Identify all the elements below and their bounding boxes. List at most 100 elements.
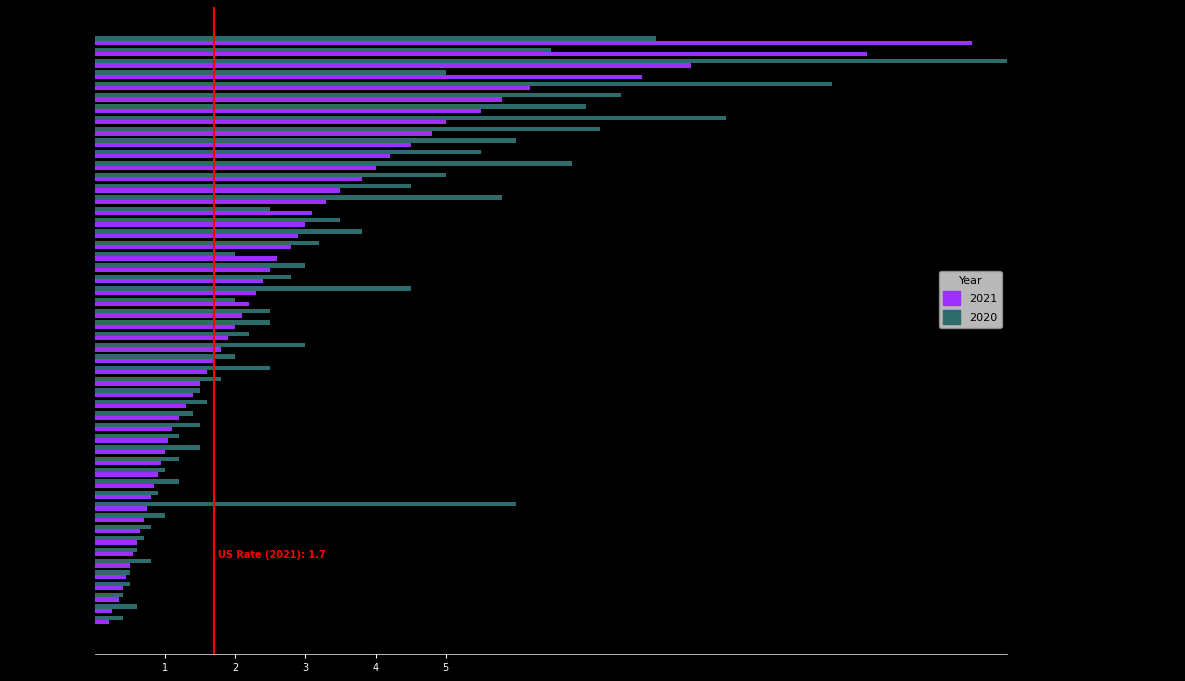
Bar [95,302,249,306]
Bar [95,188,340,193]
Bar [95,229,361,234]
Bar [95,593,123,597]
Bar [95,268,270,272]
Bar [95,604,137,609]
Bar [95,116,726,120]
Bar [95,354,235,359]
Bar [95,473,158,477]
Bar [95,332,249,336]
Bar [95,343,306,347]
Bar [95,529,141,533]
Bar [95,241,320,245]
Bar [95,252,235,257]
Bar [95,620,109,624]
Text: US Rate (2021): 1.7: US Rate (2021): 1.7 [218,550,325,560]
Bar [95,609,113,613]
Bar [95,616,123,620]
Bar [95,422,200,427]
Bar [95,154,390,159]
Bar [95,445,200,449]
Bar [95,370,207,375]
Bar [95,347,222,351]
Bar [95,563,130,567]
Bar [95,513,165,518]
Bar [95,177,361,181]
Bar [95,286,411,291]
Bar [95,298,235,302]
Bar [95,104,587,109]
Bar [95,393,193,397]
Bar [95,582,130,586]
Bar [95,457,179,461]
Bar [95,570,130,575]
Bar [95,97,502,101]
Bar [95,525,150,529]
Bar [95,495,150,499]
Bar [95,597,120,601]
Bar [95,82,832,86]
Bar [95,359,214,363]
Bar [95,195,502,200]
Bar [95,143,411,147]
Bar [95,313,242,317]
Bar [95,257,277,261]
Bar [95,48,551,52]
Bar [95,138,515,143]
Bar [95,161,572,165]
Bar [95,325,235,329]
Bar [95,70,446,75]
Bar [95,150,481,154]
Bar [95,275,292,279]
Bar [95,172,446,177]
Bar [95,415,179,419]
Bar [95,548,137,552]
Bar [95,491,158,495]
Bar [95,36,656,41]
Bar [95,211,313,215]
Bar [95,388,200,393]
Bar [95,411,193,415]
Bar [95,86,530,91]
Bar [95,63,691,67]
Bar [95,552,134,556]
Bar [95,120,446,125]
Bar [95,439,168,443]
Bar [95,484,154,488]
Bar [95,109,481,113]
Bar [95,41,972,45]
Bar [95,336,229,340]
Bar [95,377,222,381]
Bar [95,449,165,454]
Bar [95,381,200,385]
Bar [95,222,306,227]
Bar [95,427,172,431]
Bar [95,52,867,57]
Bar [95,400,207,404]
Bar [95,218,340,222]
Bar [95,184,411,188]
Bar [95,291,256,295]
Bar [95,366,270,370]
Bar [95,502,515,507]
Bar [95,575,127,579]
Bar [95,559,150,563]
Bar [95,536,143,541]
Bar [95,264,306,268]
Bar [95,461,161,465]
Bar [95,404,186,409]
Bar [95,309,270,313]
Bar [95,468,165,473]
Bar [95,93,621,97]
Bar [95,434,179,439]
Bar [95,479,179,484]
Bar [95,131,431,136]
Bar [95,518,143,522]
Legend: 2021, 2020: 2021, 2020 [939,271,1001,328]
Bar [95,245,292,249]
Bar [95,200,326,204]
Bar [95,507,147,511]
Bar [95,206,270,211]
Bar [95,59,1077,63]
Bar [95,127,600,131]
Bar [95,586,123,590]
